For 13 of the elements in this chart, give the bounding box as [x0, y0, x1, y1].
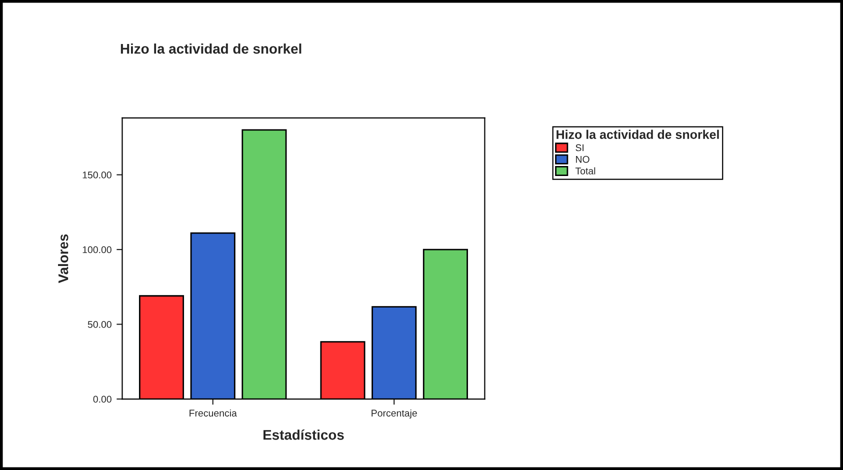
y-tick-label: 100.00 [82, 246, 112, 254]
x-tick-label: Frecuencia [190, 409, 237, 417]
x-axis-title: Estadísticos [264, 430, 344, 440]
chart-title: Hizo la actividad de snorkel [120, 44, 302, 54]
x-tick-label: Porcentaje [372, 409, 417, 419]
y-tick-label: 50.00 [88, 321, 112, 328]
y-axis-title: Valores [58, 234, 68, 284]
legend-label: NO [576, 156, 590, 163]
y-tick-label: 150.00 [82, 172, 112, 178]
y-tick-label: 0.00 [93, 396, 112, 403]
legend-title: Hizo la actividad de snorkel [556, 130, 719, 139]
legend-label: SI [576, 144, 584, 152]
legend-label: Total [575, 167, 596, 174]
